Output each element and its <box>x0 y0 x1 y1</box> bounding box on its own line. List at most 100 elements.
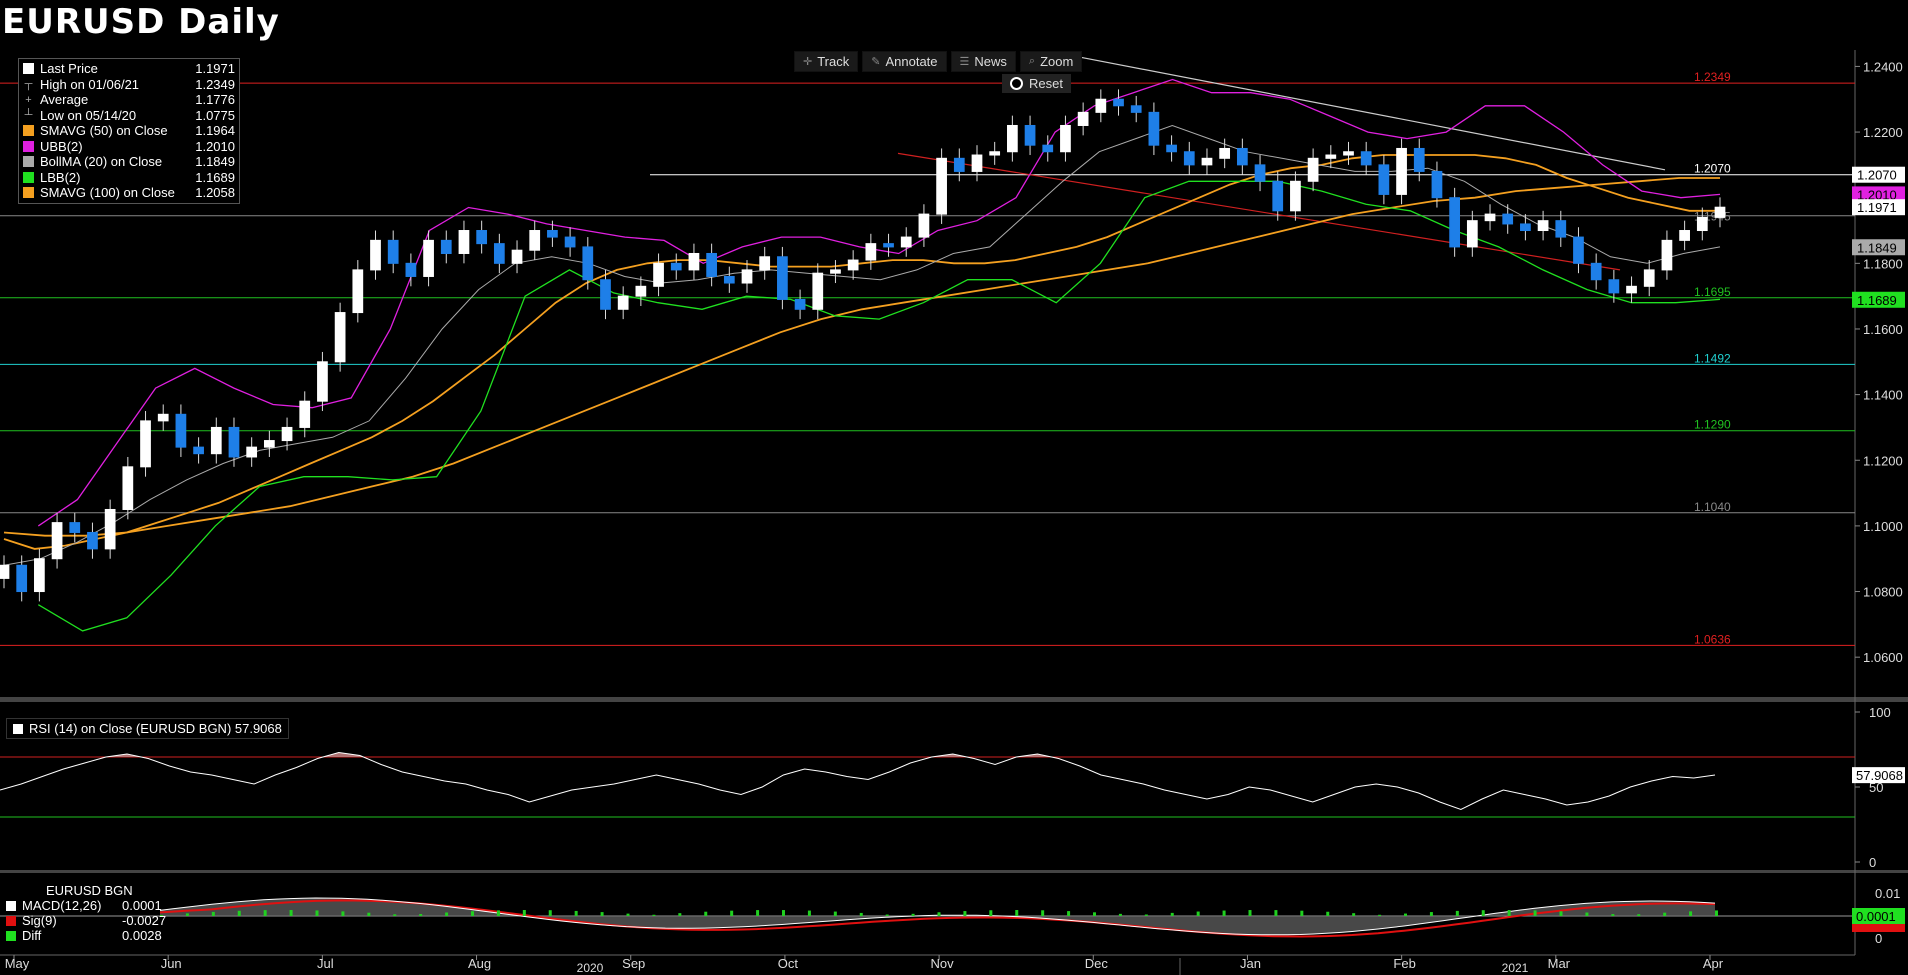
macd-histogram-bar <box>393 914 397 916</box>
macd-histogram-bar <box>185 913 189 916</box>
level-label: 1.1290 <box>1694 418 1731 432</box>
price-tag <box>1852 199 1905 216</box>
macd-histogram-bar <box>1352 913 1356 916</box>
legend-value: 1.1849 <box>195 154 235 170</box>
candle-body <box>883 243 894 248</box>
candle-body <box>1360 151 1372 166</box>
macd-histogram-bar <box>885 914 889 916</box>
legend-name: BollMA (20) on Close <box>40 154 163 170</box>
macd-histogram-bar <box>963 911 967 916</box>
legend-name: UBB(2) <box>40 138 83 154</box>
rsi-tag <box>1852 767 1905 784</box>
candle-body <box>1466 220 1478 248</box>
candle-body <box>1714 206 1726 218</box>
macd-histogram-bar <box>937 912 941 916</box>
candle-body <box>1236 147 1248 166</box>
macd-histogram-bar <box>1093 912 1096 916</box>
candle-body <box>370 239 381 271</box>
candle-body <box>741 269 753 284</box>
rsi-label: RSI (14) on Close (EURUSD BGN) 57.9068 <box>29 721 282 736</box>
price-tag <box>1852 166 1905 183</box>
legend-row: BollMA (20) on Close 1.1849 <box>19 154 239 170</box>
month-label: Nov <box>931 956 955 971</box>
candle-body <box>918 213 930 238</box>
candle-body <box>246 446 258 458</box>
candle-body <box>69 522 81 533</box>
reset-button[interactable]: Reset <box>1002 74 1071 93</box>
macd-sig-tag <box>1852 924 1905 932</box>
macd-tick-label: 0 <box>1875 931 1882 946</box>
macd-histogram-bar <box>600 912 604 916</box>
candle-body <box>812 272 824 310</box>
macd-histogram-bar <box>1041 910 1045 916</box>
sma100-line <box>3 177 1720 537</box>
year-label: 2021 <box>1502 961 1529 975</box>
zoom-button[interactable]: ⌕ Zoom <box>1019 51 1083 72</box>
macd-tag-label: 0.0001 <box>1856 909 1896 924</box>
chart-legend: Last Price 1.1971 ┬ High on 01/06/21 1.2349 +… <box>18 58 240 204</box>
macd-histogram-bar <box>1196 911 1200 916</box>
toolbar-label: Track <box>817 54 850 69</box>
macd-histogram-bar <box>1481 910 1485 916</box>
macd-histogram-bar <box>1689 911 1693 916</box>
macd-histogram-bar <box>756 910 760 916</box>
bollma-line <box>3 124 1721 566</box>
candle-body <box>1537 220 1549 232</box>
legend-swatch <box>23 140 34 152</box>
month-label: Dec <box>1085 956 1109 971</box>
pane-divider <box>0 697 1908 702</box>
legend-value: 1.0775 <box>195 107 235 123</box>
price-tag-label: 1.1849 <box>1857 240 1897 255</box>
candle-body <box>0 564 10 579</box>
legend-row: + Average 1.1776 <box>19 92 239 108</box>
macd-histogram-bar <box>989 910 993 916</box>
candle-body <box>440 239 452 254</box>
candle-body <box>476 230 488 245</box>
legend-swatch <box>23 171 34 183</box>
macd-histogram-bar <box>1611 914 1615 916</box>
candle-body <box>865 243 877 261</box>
candle-body <box>777 256 788 300</box>
legend-value: 1.2349 <box>195 76 235 92</box>
candle-body <box>87 531 98 550</box>
macd-histogram-bar <box>704 911 708 916</box>
candle-body <box>193 446 204 455</box>
macd-histogram-bar <box>1663 912 1667 916</box>
news-button[interactable]: ☰ News <box>950 51 1016 72</box>
candle-body <box>900 236 912 248</box>
macd-histogram-bar <box>496 910 500 916</box>
price-tick-label: 1.1400 <box>1863 388 1903 403</box>
toolbar-label: News <box>974 54 1007 69</box>
macd-histogram-bar <box>911 913 915 916</box>
month-label: Apr <box>1703 956 1724 971</box>
month-label: Feb <box>1393 956 1415 971</box>
candle-body <box>1343 151 1354 156</box>
toolbar-label: Zoom <box>1040 54 1074 69</box>
candle-body <box>547 230 558 238</box>
macd-legend-row: MACD(12,26) 0.0001 <box>6 898 166 913</box>
candle-body <box>1219 147 1231 159</box>
macd-histogram-bar <box>445 912 449 916</box>
candle-body <box>1077 111 1089 126</box>
price-tick-label: 1.1600 <box>1863 322 1903 337</box>
macd-histogram-bar <box>782 910 785 916</box>
macd-histogram-bar <box>678 913 682 916</box>
rsi-line <box>0 751 1716 811</box>
chart-toolbar: ✛ Track ✎ Annotate ☰ News ⌕ Zoom <box>794 51 1083 72</box>
candle-body <box>1396 147 1407 195</box>
rsi-tick-label: 0 <box>1869 855 1876 870</box>
legend-name: Last Price <box>40 61 98 77</box>
macd-value: 0.0028 <box>122 928 162 943</box>
macd-histogram-bar <box>419 914 423 916</box>
year-label: 2020 <box>577 961 604 975</box>
annotate-button[interactable]: ✎ Annotate <box>862 51 947 72</box>
candle-body <box>600 279 611 310</box>
price-tick-label: 1.1000 <box>1863 519 1903 534</box>
candle-body <box>1113 98 1124 107</box>
macd-histogram-bar <box>1067 911 1071 916</box>
price-tick-label: 1.1800 <box>1863 256 1903 271</box>
month-label: Oct <box>778 956 799 971</box>
track-button[interactable]: ✛ Track <box>794 51 859 72</box>
macd-histogram-bar <box>652 914 656 916</box>
